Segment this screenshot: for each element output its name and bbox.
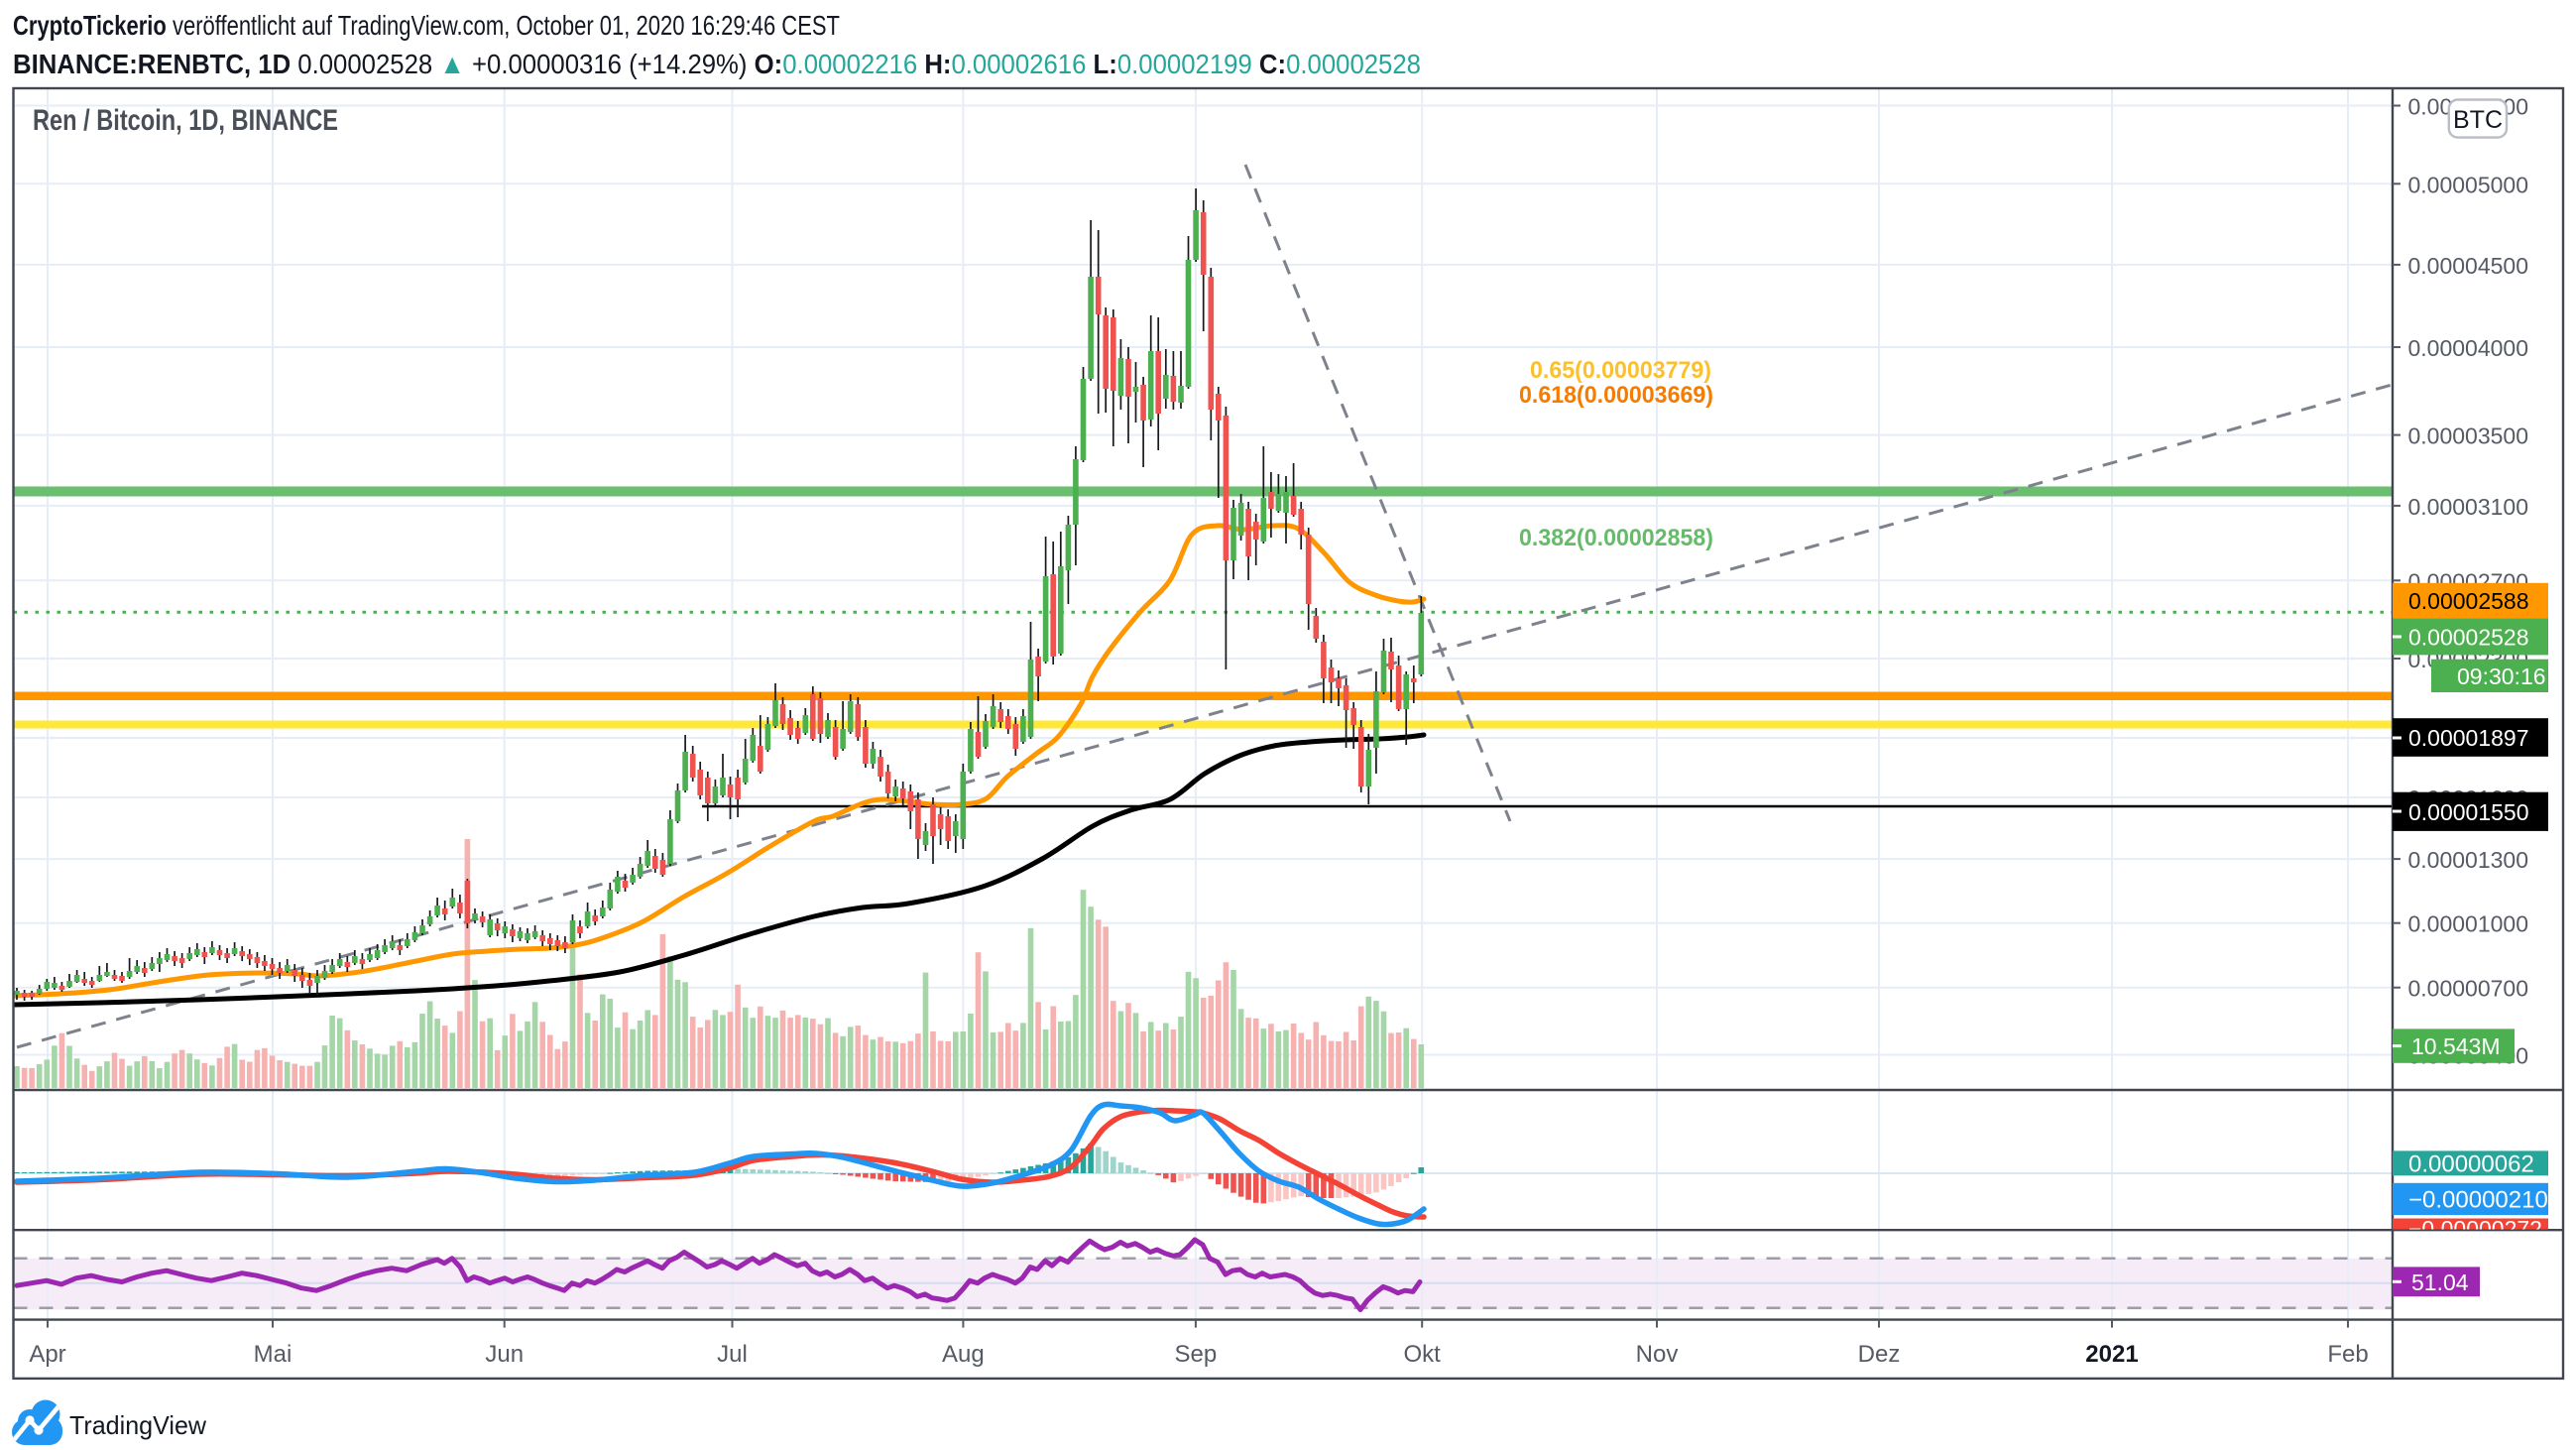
svg-text:Mai: Mai (254, 1341, 293, 1368)
svg-text:0.00005000: 0.00005000 (2408, 172, 2529, 197)
svg-text:BTC: BTC (2453, 106, 2503, 134)
svg-text:Jul: Jul (717, 1341, 748, 1368)
svg-text:0.00001000: 0.00001000 (2408, 911, 2529, 937)
svg-text:Sep: Sep (1175, 1341, 1218, 1368)
svg-text:09:30:16: 09:30:16 (2457, 664, 2546, 689)
svg-text:0.00001897: 0.00001897 (2408, 725, 2529, 751)
svg-text:Ren / Bitcoin, 1D, BINANCE: Ren / Bitcoin, 1D, BINANCE (33, 104, 338, 137)
svg-text:Aug: Aug (942, 1341, 985, 1368)
svg-text:0.00000062: 0.00000062 (2408, 1150, 2534, 1177)
svg-text:0.00003500: 0.00003500 (2408, 423, 2529, 449)
svg-text:Jun: Jun (485, 1341, 524, 1368)
svg-text:2021: 2021 (2085, 1341, 2138, 1368)
svg-text:Apr: Apr (29, 1341, 65, 1368)
svg-text:0.382(0.00002858): 0.382(0.00002858) (1519, 525, 1713, 551)
svg-text:BINANCE:RENBTC, 1D 0.00002528: BINANCE:RENBTC, 1D 0.00002528 ▲ +0.00000… (13, 49, 1421, 79)
svg-text:0.618(0.00003669): 0.618(0.00003669) (1519, 382, 1713, 409)
svg-text:Okt: Okt (1404, 1341, 1442, 1368)
svg-text:0.00001300: 0.00001300 (2408, 847, 2529, 873)
svg-text:TradingView: TradingView (69, 1410, 206, 1440)
svg-text:0.00002528: 0.00002528 (2408, 624, 2529, 650)
svg-text:−0.00000210: −0.00000210 (2408, 1186, 2548, 1213)
svg-text:Dez: Dez (1858, 1341, 1901, 1368)
svg-text:0.00001550: 0.00001550 (2408, 799, 2529, 825)
svg-text:0.00004500: 0.00004500 (2408, 253, 2529, 279)
svg-text:51.04: 51.04 (2411, 1269, 2469, 1295)
svg-text:0.00004000: 0.00004000 (2408, 335, 2529, 361)
svg-text:0.65(0.00003779): 0.65(0.00003779) (1530, 357, 1711, 384)
svg-text:Feb: Feb (2327, 1341, 2368, 1368)
svg-text:CryptoTickerio veröffentlicht: CryptoTickerio veröffentlicht auf Tradin… (13, 10, 840, 41)
svg-text:0.00002588: 0.00002588 (2408, 588, 2529, 614)
svg-text:Nov: Nov (1636, 1341, 1679, 1368)
svg-text:0.00000700: 0.00000700 (2408, 976, 2529, 1002)
svg-text:−0.00000272: −0.00000272 (2408, 1216, 2542, 1242)
svg-text:10.543M: 10.543M (2411, 1033, 2501, 1059)
svg-text:0.00003100: 0.00003100 (2408, 494, 2529, 520)
